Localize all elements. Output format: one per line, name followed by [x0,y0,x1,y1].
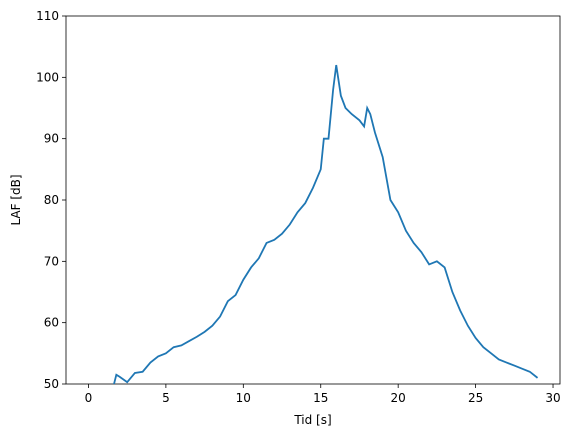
x-tick-label: 20 [391,391,406,405]
y-tick-label: 60 [44,316,59,330]
y-tick-label: 80 [44,193,59,207]
y-tick-label: 100 [36,70,59,84]
x-tick-label: 10 [236,391,251,405]
y-tick-label: 70 [44,254,59,268]
y-tick-label: 110 [36,9,59,23]
y-tick-label: 90 [44,132,59,146]
x-tick-label: 5 [162,391,170,405]
x-tick-label: 15 [313,391,328,405]
data-line [113,64,539,384]
y-axis-label: LAF [dB] [9,174,23,225]
x-tick-label: 0 [85,391,93,405]
plot-frame [65,15,561,385]
x-axis-label: Tid [s] [293,413,331,427]
x-tick-label: 30 [545,391,560,405]
y-tick-label: 50 [44,377,59,391]
x-tick-label: 25 [468,391,483,405]
